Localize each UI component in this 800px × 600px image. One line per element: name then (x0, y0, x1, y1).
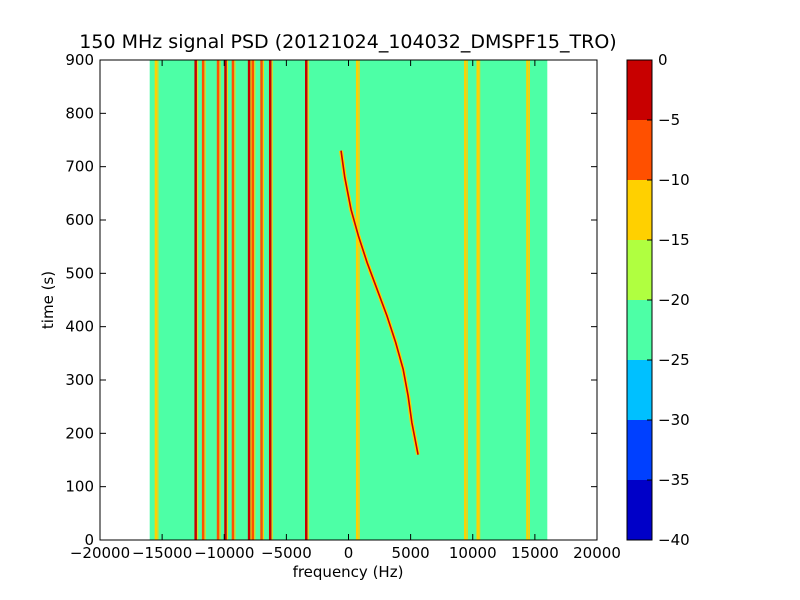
y-tick-label: 500 (65, 264, 94, 282)
y-tick-label: 100 (65, 478, 94, 496)
doppler-curve (340, 150, 419, 455)
colorbar-segment (627, 300, 652, 360)
colorbar-tick-label: −15 (658, 231, 690, 249)
y-tick-label: 300 (65, 371, 94, 389)
x-tick-label: 0 (344, 544, 354, 562)
x-axis-label: frequency (Hz) (293, 563, 404, 581)
x-tick-label: 5000 (392, 544, 430, 562)
colorbar-tick-label: −10 (658, 171, 690, 189)
y-tick-label: 900 (65, 51, 94, 69)
y-tick-label: 600 (65, 211, 94, 229)
x-tick-label: −5000 (261, 544, 312, 562)
colorbar-segment (627, 60, 652, 120)
x-tick-label: −20000 (70, 544, 130, 562)
y-axis-label: time (s) (39, 271, 57, 329)
colorbar-segment (627, 360, 652, 420)
colorbar: −40 −35 −30 −25 −20 −15 −10 −5 0 (626, 51, 690, 549)
colorbar-tick-label: −30 (658, 411, 690, 429)
x-tick-label: 15000 (511, 544, 559, 562)
colorbar-tick-label: −40 (658, 531, 690, 549)
colorbar-tick-label: −35 (658, 471, 690, 489)
y-tick-label: 400 (65, 318, 94, 336)
y-tick-label: 800 (65, 104, 94, 122)
x-tick-label: −10000 (194, 544, 254, 562)
heatmap-background (149, 60, 548, 540)
colorbar-tick-label: 0 (658, 51, 668, 69)
colorbar-segment (627, 120, 652, 180)
colorbar-tick-label: −25 (658, 351, 690, 369)
y-tick-label: 0 (84, 531, 94, 549)
colorbar-segment (627, 480, 652, 540)
heatmap-layer (149, 60, 548, 540)
y-tick-label: 700 (65, 158, 94, 176)
x-tick-label: 10000 (449, 544, 497, 562)
colorbar-segment (627, 420, 652, 480)
y-axis-ticks: 0 100 200 300 400 500 600 700 800 900 (65, 51, 597, 549)
x-tick-label: −15000 (132, 544, 192, 562)
colorbar-segment (627, 240, 652, 300)
plot-area: −20000 −15000 −10000 −5000 0 5000 10000 15000 20… (65, 51, 621, 562)
x-tick-label: 20000 (573, 544, 621, 562)
chart-title: 150 MHz signal PSD (20121024_104032_DMSP… (79, 31, 616, 53)
x-axis-ticks: −20000 −15000 −10000 −5000 0 5000 10000 15000 20… (70, 60, 621, 562)
y-tick-label: 200 (65, 424, 94, 442)
colorbar-tick-label: −20 (658, 291, 690, 309)
colorbar-segment (627, 180, 652, 240)
colorbar-tick-label: −5 (658, 111, 680, 129)
